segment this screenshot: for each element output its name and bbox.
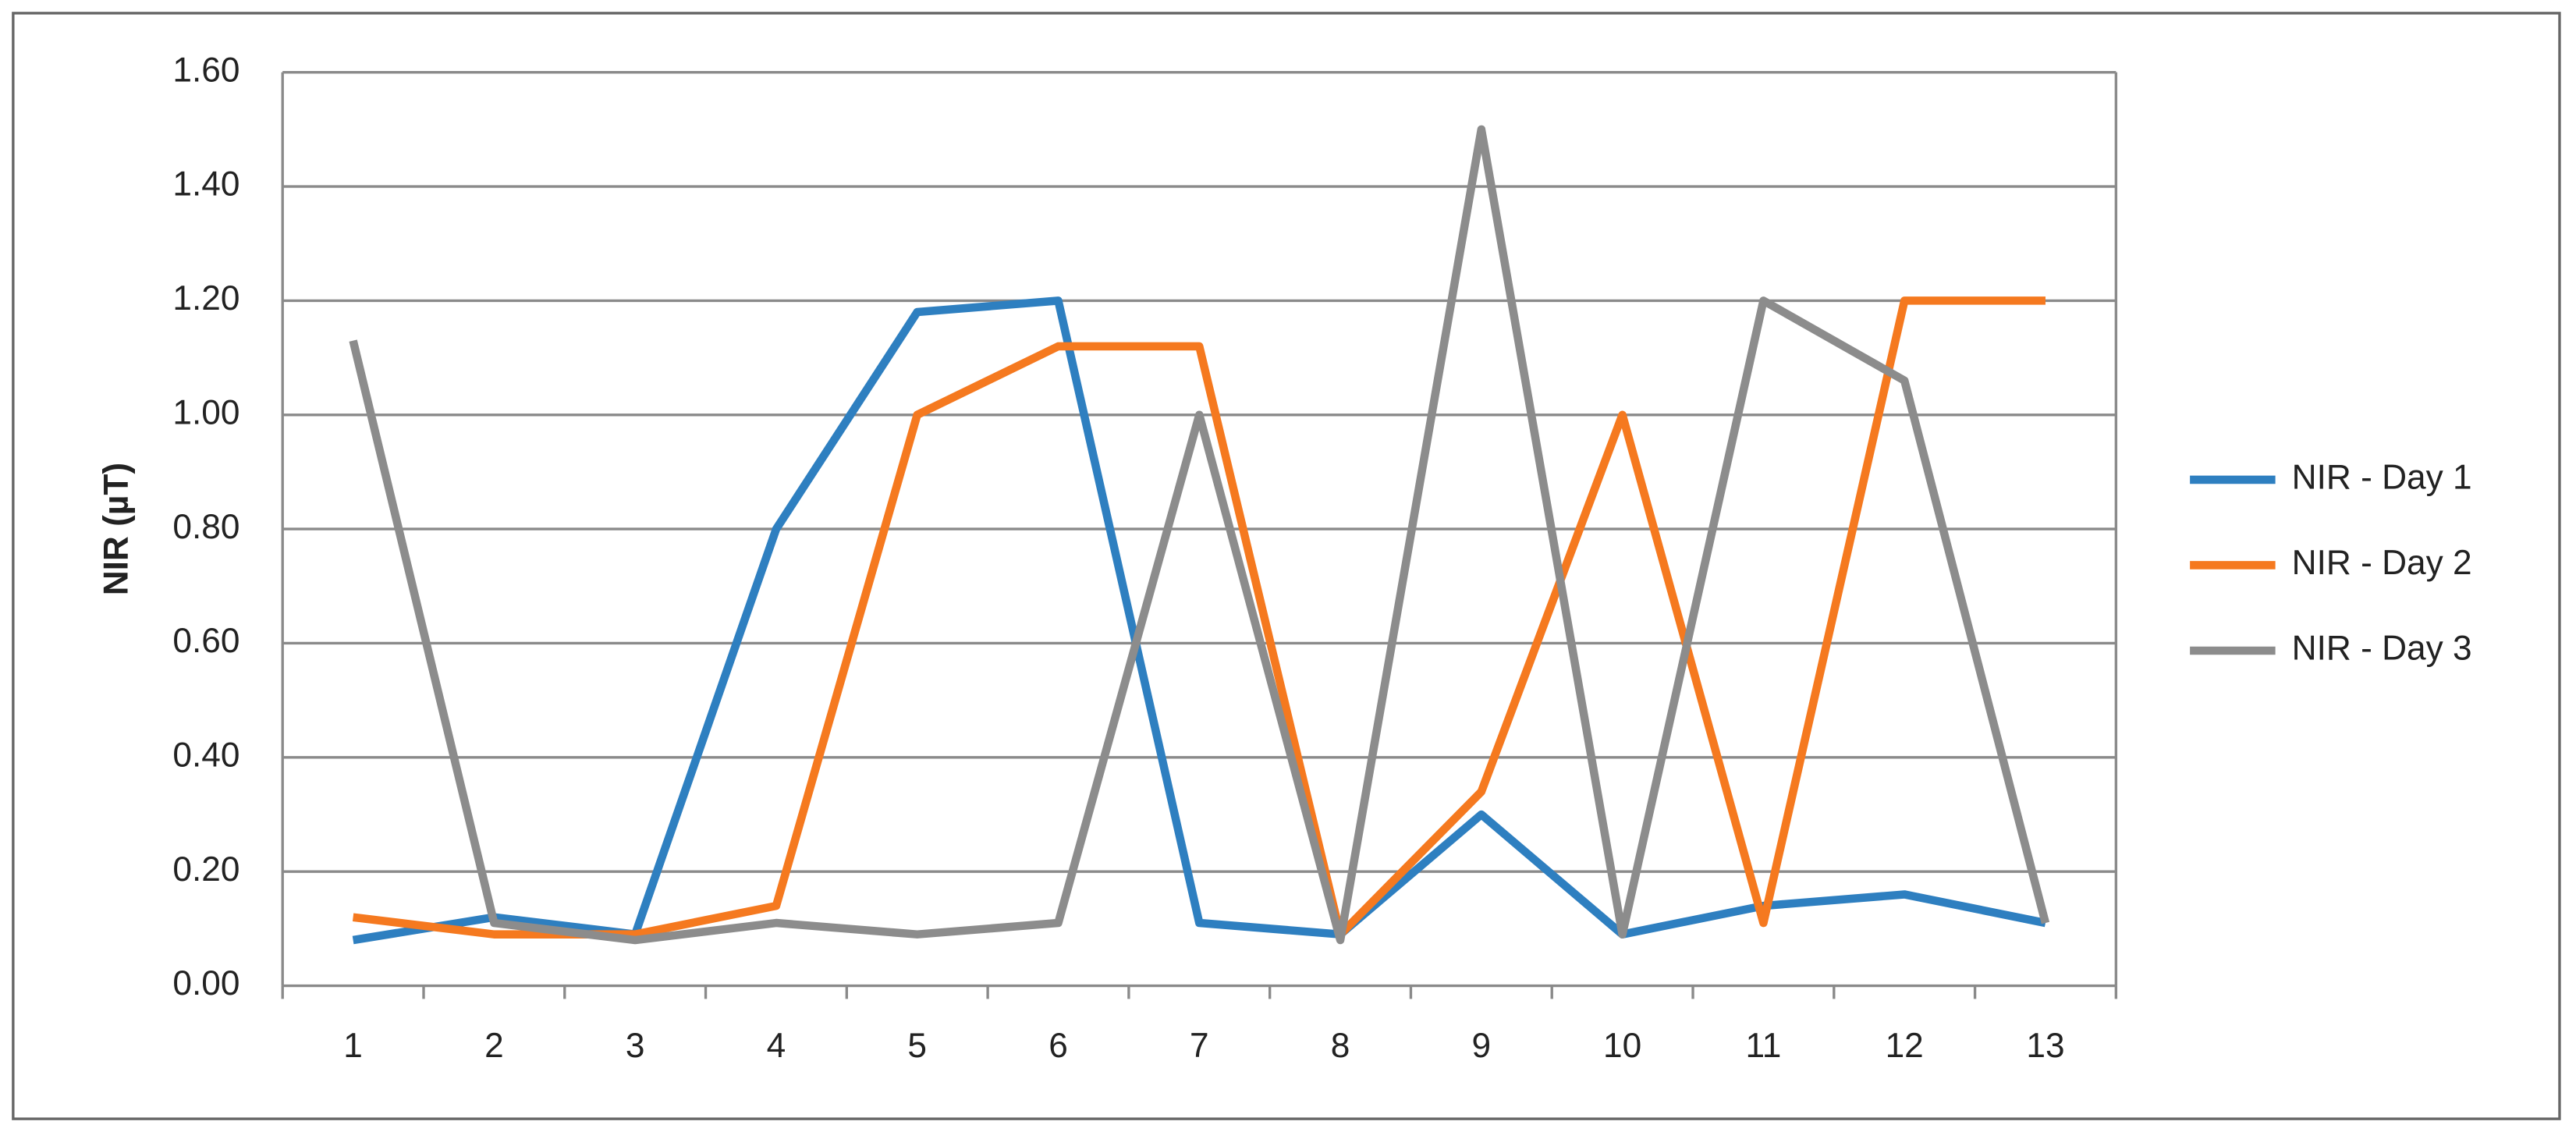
legend-label: NIR - Day 2 bbox=[2292, 544, 2472, 582]
chart-border bbox=[12, 12, 2561, 1120]
series-line bbox=[349, 125, 2050, 945]
x-tick-label: 12 bbox=[1886, 1027, 1924, 1065]
x-tick-label: 9 bbox=[1472, 1027, 1492, 1065]
y-tick-label: 0.00 bbox=[172, 964, 240, 1002]
y-tick-label: 1.00 bbox=[172, 393, 240, 431]
x-tick-label: 3 bbox=[626, 1027, 645, 1065]
x-tick-label: 6 bbox=[1048, 1027, 1068, 1065]
y-tick-label: 1.20 bbox=[172, 279, 240, 318]
y-tick-label: 0.40 bbox=[172, 736, 240, 775]
legend-label: NIR - Day 1 bbox=[2292, 459, 2472, 497]
y-tick-label: 0.60 bbox=[172, 622, 240, 660]
y-tick-label: 1.40 bbox=[172, 165, 240, 204]
x-tick-label: 5 bbox=[907, 1027, 927, 1065]
x-tick-label: 4 bbox=[767, 1027, 786, 1065]
series-line bbox=[352, 296, 2046, 939]
x-tick-label: 13 bbox=[2026, 1027, 2064, 1065]
y-tick-label: 0.20 bbox=[172, 850, 240, 889]
legend-label: NIR - Day 3 bbox=[2292, 630, 2472, 668]
y-tick-label: 1.60 bbox=[172, 51, 240, 89]
x-tick-label: 11 bbox=[1745, 1027, 1781, 1065]
x-tick-label: 7 bbox=[1190, 1027, 1209, 1065]
x-tick-label: 2 bbox=[484, 1027, 504, 1065]
x-tick-label: 8 bbox=[1331, 1027, 1350, 1065]
y-tick-label: 0.80 bbox=[172, 508, 240, 546]
x-tick-label: 10 bbox=[1603, 1027, 1641, 1065]
y-axis-label: NIR (µT) bbox=[97, 463, 135, 595]
x-tick-label: 1 bbox=[343, 1027, 363, 1065]
